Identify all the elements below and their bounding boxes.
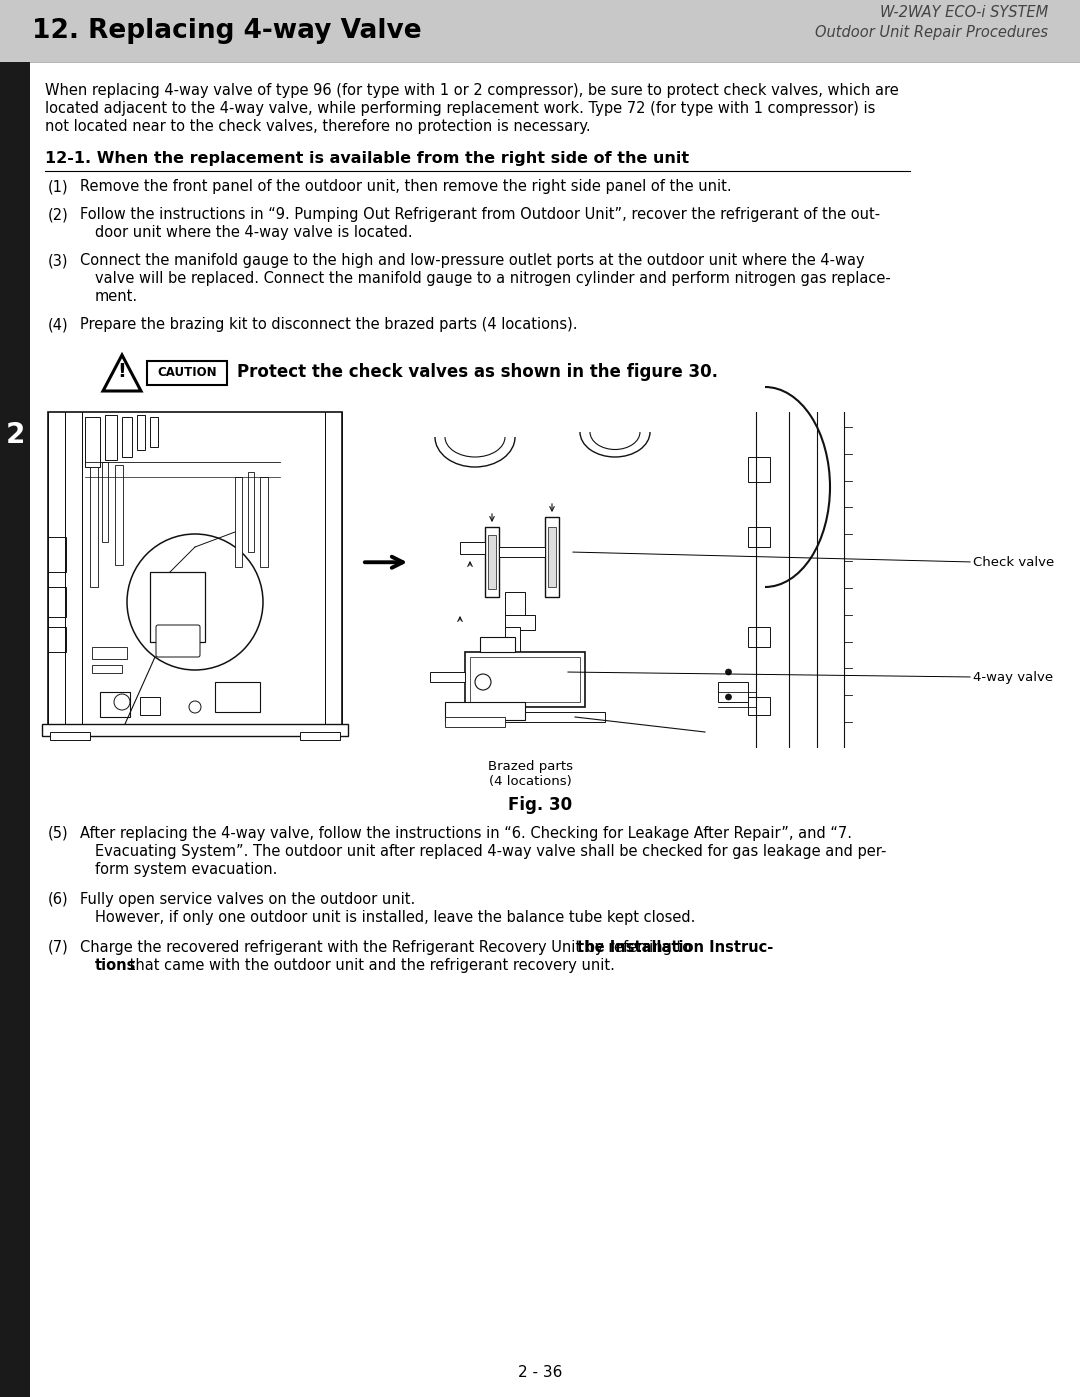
Bar — [150, 416, 158, 447]
Bar — [48, 536, 66, 571]
Text: CAUTION: CAUTION — [158, 366, 217, 380]
Bar — [235, 476, 242, 567]
Bar — [445, 703, 525, 719]
Bar — [460, 542, 485, 555]
Text: form system evacuation.: form system evacuation. — [95, 862, 278, 877]
Text: 12-1. When the replacement is available from the right side of the unit: 12-1. When the replacement is available … — [45, 151, 689, 166]
Bar — [92, 647, 127, 659]
Bar — [90, 467, 98, 587]
Text: Connect the manifold gauge to the high and low-pressure outlet ports at the outd: Connect the manifold gauge to the high a… — [80, 253, 865, 268]
Bar — [147, 360, 227, 386]
Text: valve will be replaced. Connect the manifold gauge to a nitrogen cylinder and pe: valve will be replaced. Connect the mani… — [95, 271, 891, 286]
Text: 2: 2 — [5, 420, 25, 448]
Bar — [545, 517, 559, 597]
Bar — [48, 627, 66, 652]
Bar — [150, 571, 205, 643]
Text: Outdoor Unit Repair Procedures: Outdoor Unit Repair Procedures — [815, 25, 1048, 41]
Bar — [505, 627, 519, 666]
Bar — [48, 587, 66, 617]
Text: 2 - 36: 2 - 36 — [517, 1365, 563, 1380]
Text: Prepare the brazing kit to disconnect the brazed parts (4 locations).: Prepare the brazing kit to disconnect th… — [80, 317, 578, 332]
Text: (3): (3) — [48, 253, 68, 268]
Bar — [0, 61, 30, 1397]
Text: (2): (2) — [48, 207, 69, 222]
Bar — [430, 672, 465, 682]
FancyBboxPatch shape — [156, 624, 200, 657]
Bar — [42, 724, 348, 736]
Bar — [548, 527, 556, 587]
Bar — [137, 415, 145, 450]
Bar — [122, 416, 132, 457]
Bar — [748, 457, 770, 482]
Bar — [505, 615, 535, 630]
Text: ment.: ment. — [95, 289, 138, 305]
Text: (4 locations): (4 locations) — [488, 775, 571, 788]
Bar — [505, 592, 525, 617]
Bar — [248, 472, 254, 552]
Text: that came with the outdoor unit and the refrigerant recovery unit.: that came with the outdoor unit and the … — [124, 958, 615, 972]
Bar — [260, 476, 268, 567]
Text: However, if only one outdoor unit is installed, leave the balance tube kept clos: However, if only one outdoor unit is ins… — [95, 909, 696, 925]
Bar — [717, 682, 747, 703]
Text: Brazed parts: Brazed parts — [487, 760, 572, 773]
Text: the Installation Instruc-: the Installation Instruc- — [578, 940, 773, 956]
Bar — [140, 697, 160, 715]
Text: Fully open service valves on the outdoor unit.: Fully open service valves on the outdoor… — [80, 893, 415, 907]
Bar — [50, 732, 90, 740]
Bar — [470, 657, 580, 703]
Bar — [0, 0, 1080, 61]
Text: located adjacent to the 4-way valve, while performing replacement work. Type 72 : located adjacent to the 4-way valve, whi… — [45, 101, 876, 116]
Bar — [445, 717, 505, 726]
Text: Protect the check valves as shown in the figure 30.: Protect the check valves as shown in the… — [237, 363, 718, 381]
Text: When replacing 4-way valve of type 96 (for type with 1 or 2 compressor), be sure: When replacing 4-way valve of type 96 (f… — [45, 82, 899, 98]
Bar — [100, 692, 130, 717]
Text: Check valve: Check valve — [973, 556, 1054, 569]
Text: After replacing the 4-way valve, follow the instructions in “6. Checking for Lea: After replacing the 4-way valve, follow … — [80, 826, 852, 841]
Bar — [465, 652, 585, 707]
Bar — [48, 412, 342, 726]
Bar — [92, 665, 122, 673]
Text: (6): (6) — [48, 893, 69, 907]
Text: Evacuating System”. The outdoor unit after replaced 4-way valve shall be checked: Evacuating System”. The outdoor unit aft… — [95, 844, 887, 859]
Bar — [499, 548, 545, 557]
Bar — [85, 416, 100, 467]
Text: not located near to the check valves, therefore no protection is necessary.: not located near to the check valves, th… — [45, 119, 591, 134]
Bar — [488, 535, 496, 590]
Bar — [105, 415, 117, 460]
Text: W-2WAY ECO-i SYSTEM: W-2WAY ECO-i SYSTEM — [880, 6, 1048, 20]
Bar — [748, 627, 770, 647]
Bar — [114, 465, 123, 564]
Bar — [215, 682, 260, 712]
Text: 12. Replacing 4-way Valve: 12. Replacing 4-way Valve — [32, 18, 421, 43]
Text: Follow the instructions in “9. Pumping Out Refrigerant from Outdoor Unit”, recov: Follow the instructions in “9. Pumping O… — [80, 207, 880, 222]
Text: tions: tions — [95, 958, 136, 972]
Polygon shape — [103, 355, 141, 391]
Bar — [415, 407, 966, 752]
Text: (7): (7) — [48, 940, 69, 956]
Text: door unit where the 4-way valve is located.: door unit where the 4-way valve is locat… — [95, 225, 413, 240]
Bar — [445, 712, 605, 722]
Bar — [102, 462, 108, 542]
Text: !: ! — [118, 362, 126, 381]
Text: (4): (4) — [48, 317, 69, 332]
Text: Fig. 30: Fig. 30 — [508, 796, 572, 814]
Bar — [485, 527, 499, 597]
Circle shape — [726, 669, 731, 675]
Bar — [480, 637, 515, 652]
Text: (5): (5) — [48, 826, 69, 841]
Text: 4-way valve: 4-way valve — [973, 671, 1053, 683]
Bar — [748, 697, 770, 715]
Circle shape — [726, 694, 731, 700]
Text: Remove the front panel of the outdoor unit, then remove the right side panel of : Remove the front panel of the outdoor un… — [80, 179, 731, 194]
Bar — [300, 732, 340, 740]
Text: (1): (1) — [48, 179, 69, 194]
Text: Charge the recovered refrigerant with the Refrigerant Recovery Unit by referring: Charge the recovered refrigerant with th… — [80, 940, 696, 956]
Bar — [748, 527, 770, 548]
